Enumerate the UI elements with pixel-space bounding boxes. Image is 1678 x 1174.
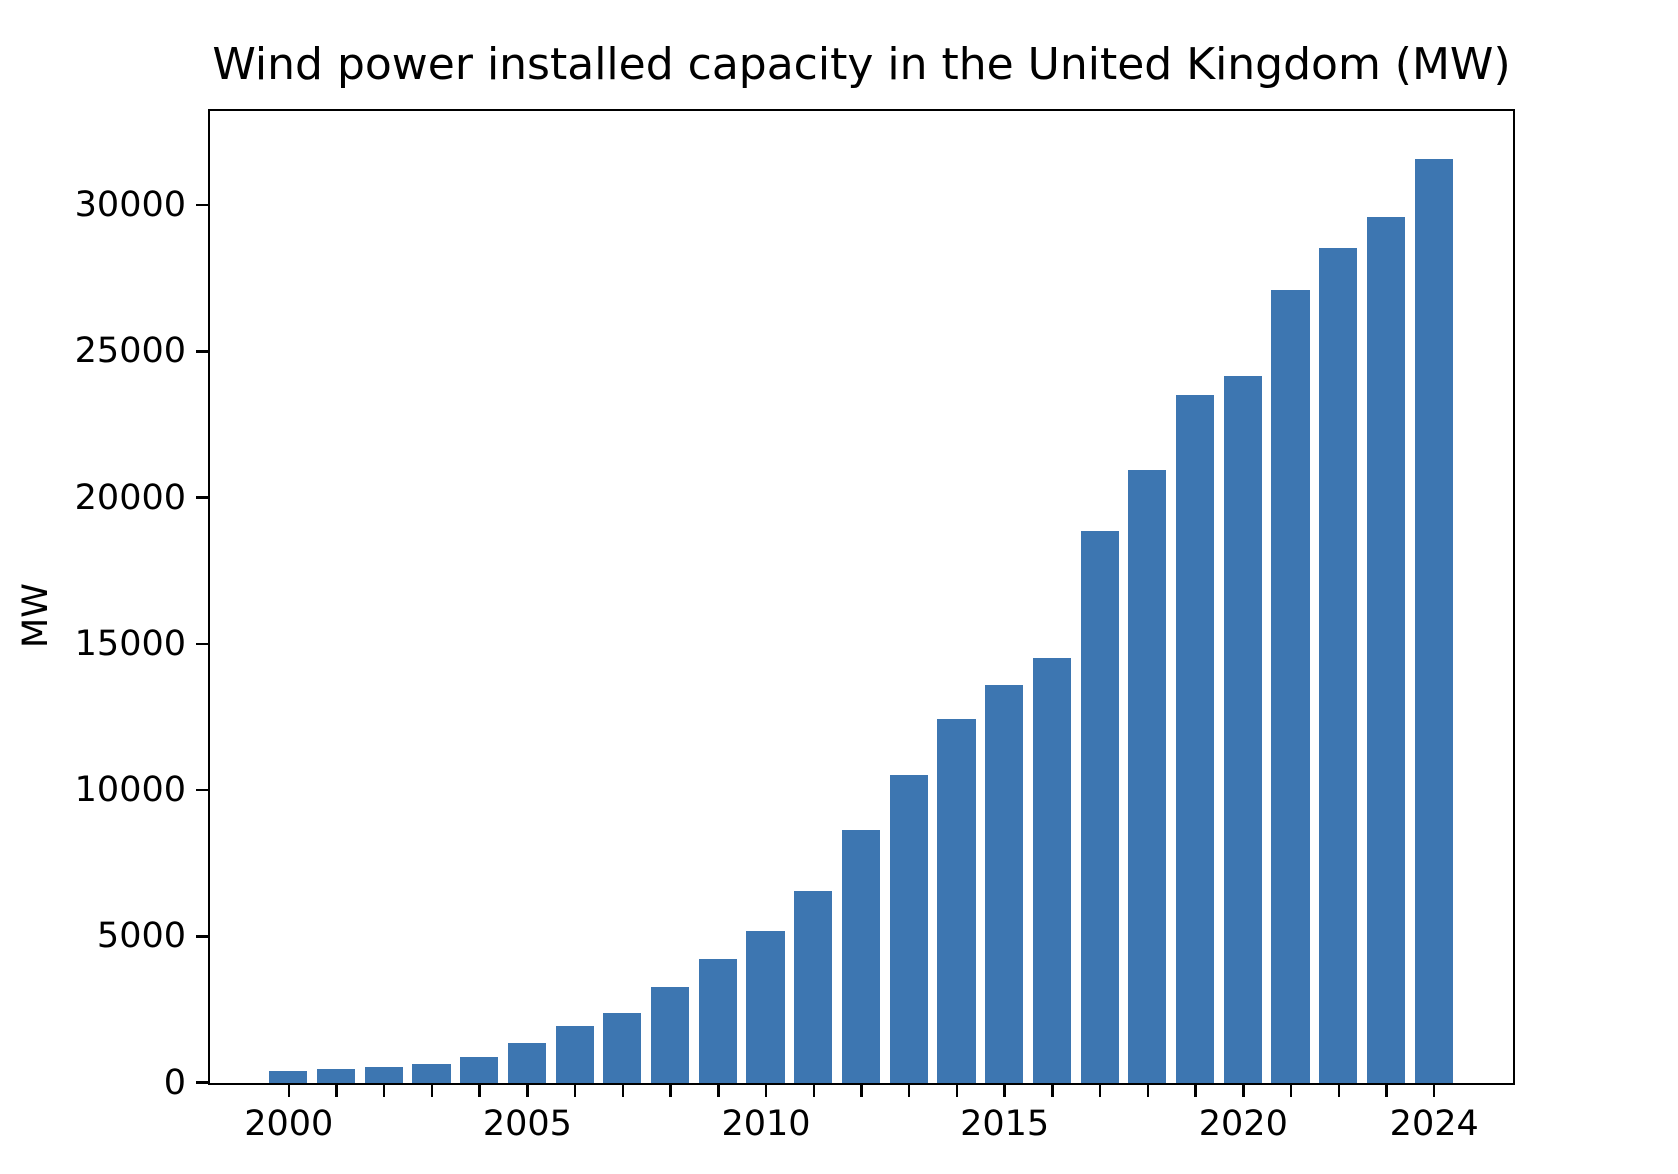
- x-tick-label-2020: 2020: [1198, 1104, 1288, 1144]
- bar-2010: [746, 930, 785, 1083]
- y-tick-label-5000: 5000: [96, 916, 186, 957]
- bar-2017: [1080, 531, 1119, 1083]
- y-tick-label-15000: 15000: [74, 623, 186, 664]
- bar-2012: [841, 830, 881, 1083]
- x-tick-2008: [669, 1085, 672, 1097]
- bar-2002: [364, 1066, 403, 1083]
- x-tick-2005: [526, 1085, 529, 1097]
- x-tick-2000: [287, 1085, 291, 1097]
- x-tick-label-2005: 2005: [482, 1104, 572, 1144]
- y-tick-25000: [196, 350, 208, 353]
- y-tick-label-20000: 20000: [74, 477, 186, 518]
- y-tick-15000: [196, 642, 208, 646]
- bar-2022: [1319, 248, 1358, 1083]
- x-tick-label-2024: 2024: [1389, 1104, 1479, 1144]
- bar-2004: [460, 1057, 499, 1083]
- x-tick-2010: [764, 1085, 768, 1097]
- x-tick-2021: [1289, 1085, 1293, 1097]
- x-tick-label-2010: 2010: [721, 1104, 811, 1144]
- bar-2008: [651, 986, 690, 1083]
- bar-2006: [555, 1025, 594, 1083]
- x-tick-2004: [478, 1085, 481, 1097]
- x-tick-2023: [1385, 1085, 1388, 1097]
- bar-2011: [794, 891, 833, 1083]
- x-tick-2022: [1337, 1085, 1341, 1097]
- bar-2015: [985, 685, 1024, 1083]
- x-tick-2002: [382, 1085, 386, 1097]
- x-tick-2024: [1432, 1085, 1436, 1097]
- y-tick-5000: [196, 935, 208, 938]
- y-tick-20000: [196, 496, 208, 499]
- x-tick-2020: [1242, 1085, 1245, 1097]
- y-tick-label-10000: 10000: [74, 770, 186, 811]
- x-tick-2014: [955, 1085, 959, 1097]
- bar-2001: [316, 1069, 356, 1083]
- bar-2020: [1223, 376, 1262, 1083]
- bar-2019: [1176, 395, 1215, 1083]
- y-tick-label-30000: 30000: [74, 185, 186, 226]
- x-tick-2015: [1003, 1085, 1006, 1097]
- bar-2023: [1366, 217, 1406, 1083]
- bar-2021: [1271, 289, 1310, 1083]
- y-tick-30000: [196, 203, 208, 207]
- x-tick-2013: [907, 1085, 911, 1097]
- bar-2013: [889, 775, 928, 1083]
- chart-title: Wind power installed capacity in the Uni…: [212, 39, 1511, 90]
- x-tick-label-2000: 2000: [244, 1104, 334, 1144]
- bar-2014: [937, 719, 976, 1083]
- x-tick-2016: [1051, 1085, 1054, 1097]
- bar-2003: [412, 1064, 451, 1083]
- y-tick-10000: [196, 788, 208, 792]
- x-tick-2017: [1098, 1085, 1102, 1097]
- bar-2024: [1414, 158, 1453, 1083]
- bar-2016: [1032, 657, 1071, 1083]
- y-tick-label-25000: 25000: [74, 331, 186, 372]
- x-tick-2007: [621, 1085, 625, 1097]
- bar-2005: [507, 1043, 546, 1083]
- y-tick-label-0: 0: [163, 1062, 186, 1103]
- bar-2007: [603, 1013, 642, 1083]
- bar-2000: [269, 1071, 308, 1083]
- x-tick-2018: [1146, 1085, 1150, 1097]
- bar-2009: [698, 958, 737, 1083]
- x-tick-2011: [812, 1085, 816, 1097]
- y-tick-0: [196, 1081, 208, 1084]
- x-tick-2001: [335, 1085, 338, 1097]
- bar-2018: [1128, 469, 1167, 1083]
- x-tick-2019: [1194, 1085, 1197, 1097]
- x-tick-2006: [573, 1085, 577, 1097]
- x-tick-label-2015: 2015: [960, 1104, 1050, 1144]
- x-tick-2009: [717, 1085, 720, 1097]
- plot-area: [208, 109, 1515, 1085]
- x-tick-2012: [860, 1085, 863, 1097]
- x-tick-2003: [430, 1085, 434, 1097]
